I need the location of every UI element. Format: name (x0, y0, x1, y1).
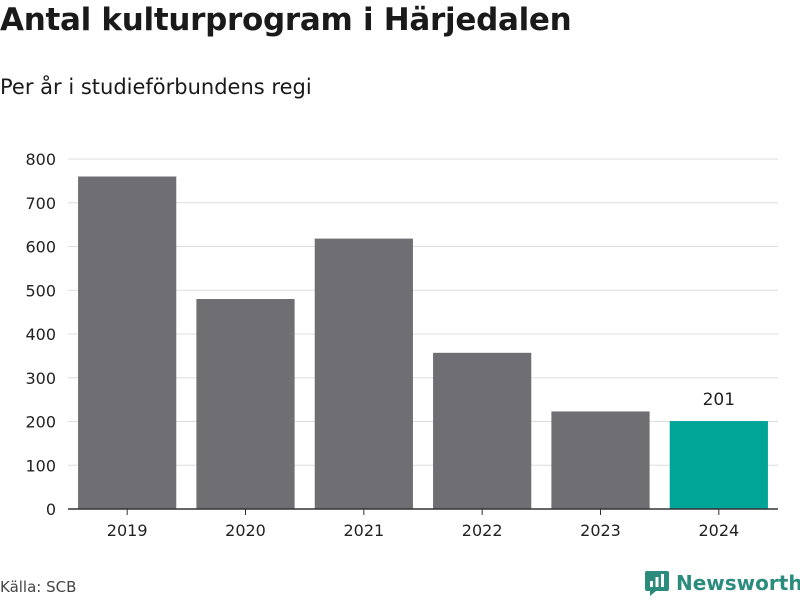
bar (433, 352, 532, 509)
y-tick-label: 0 (46, 500, 56, 519)
brand-name: Newsworthy (676, 571, 800, 595)
y-tick-label: 700 (25, 194, 56, 213)
y-tick-label: 300 (25, 369, 56, 388)
chart-title: Antal kulturprogram i Härjedalen (0, 2, 572, 38)
y-tick-label: 400 (25, 325, 56, 344)
bar (669, 421, 768, 509)
x-tick-label: 2024 (698, 521, 739, 540)
x-tick-label: 2019 (107, 521, 148, 540)
x-tick-label: 2020 (225, 521, 266, 540)
x-tick-label: 2023 (580, 521, 621, 540)
data-label: 201 (703, 390, 735, 410)
chart-subtitle: Per år i studieförbundens regi (0, 75, 312, 99)
bar (551, 411, 650, 509)
y-tick-label: 100 (25, 456, 56, 475)
y-tick-label: 600 (25, 238, 56, 257)
y-tick-label: 800 (25, 150, 56, 169)
bar (78, 176, 177, 509)
bar (196, 299, 295, 509)
x-tick-label: 2022 (462, 521, 503, 540)
bar (314, 238, 413, 509)
y-tick-label: 500 (25, 281, 56, 300)
x-tick-label: 2021 (343, 521, 384, 540)
brand-logo: Newsworthy (644, 569, 800, 597)
source-note: Källa: SCB (0, 578, 77, 596)
newsworthy-logo-icon (645, 571, 669, 596)
y-tick-label: 200 (25, 413, 56, 432)
